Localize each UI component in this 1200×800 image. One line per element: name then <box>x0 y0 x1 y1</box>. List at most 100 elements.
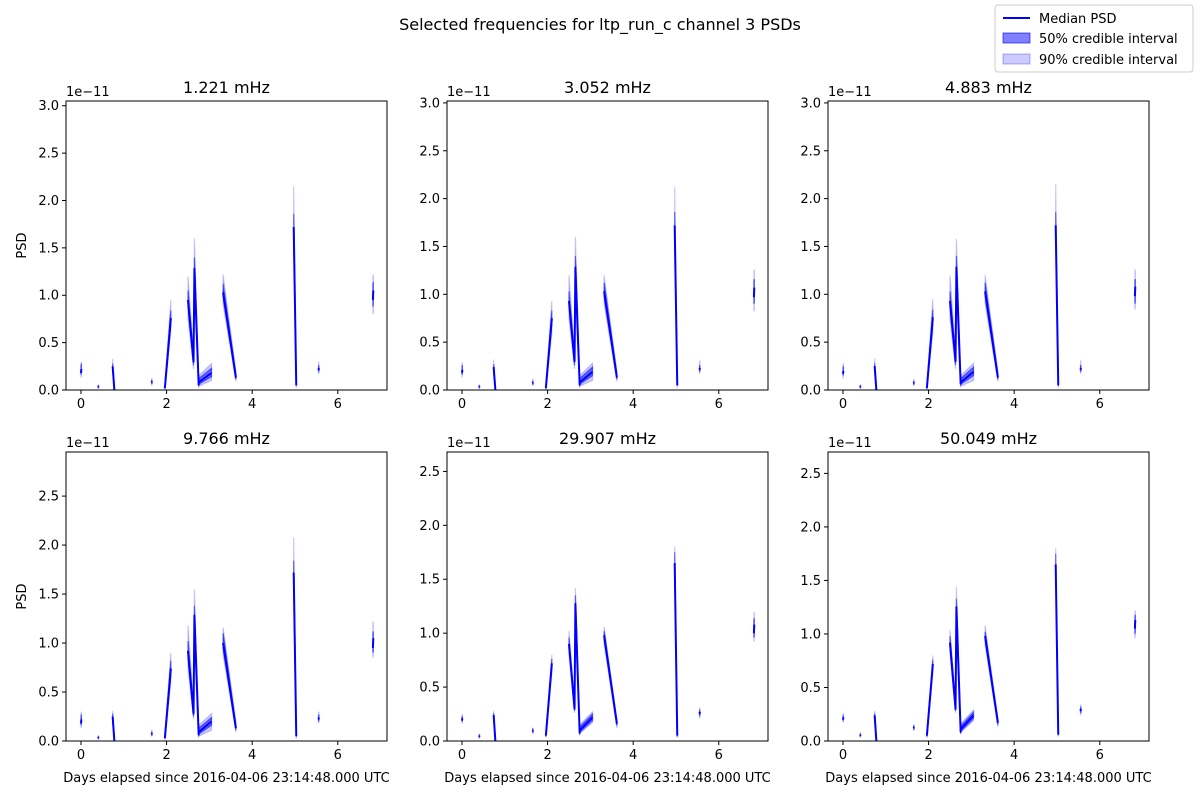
y-tick-label: 0.5 <box>800 681 821 696</box>
median-line <box>984 635 999 723</box>
subplot-2: 0 2 4 6 0.0 0.5 1.0 1.5 2.0 2.5 3.0 3.052 mHz 1e−11 <box>419 78 769 412</box>
plot-data <box>841 184 1137 390</box>
y-tick-label: 1.0 <box>800 627 821 642</box>
y-offset-text: 1e−11 <box>66 85 110 100</box>
subplot-5: 0 2 4 6 0.0 0.5 1.0 1.5 2.0 2.5 29.907 mHz 1e−11 Day… <box>419 429 770 786</box>
y-tick-label: 1.5 <box>419 573 440 588</box>
median-line <box>984 291 999 378</box>
y-tick-label: 1.5 <box>38 588 59 603</box>
median-line <box>492 715 497 741</box>
median-line <box>567 266 581 386</box>
median-line <box>578 716 594 731</box>
x-tick-label: 4 <box>1010 397 1018 412</box>
y-tick-label: 0.0 <box>38 735 59 750</box>
y-tick-label: 0.0 <box>800 735 821 750</box>
subplot-1: 0 2 4 6 0.0 0.5 1.0 1.5 2.0 2.5 3.0 1.221 mHz 1e−11 P… <box>15 78 388 412</box>
median-line <box>186 614 200 736</box>
x-axis-label: Days elapsed since 2016-04-06 23:14:48.0… <box>63 771 389 786</box>
axes-frame <box>827 100 1150 391</box>
y-tick-label: 0.0 <box>419 735 440 750</box>
x-tick-label: 2 <box>162 397 170 412</box>
median-line <box>492 366 497 390</box>
median-line <box>111 366 116 390</box>
median-line <box>603 291 618 378</box>
median-line <box>925 317 934 389</box>
y-tick-label: 2.5 <box>419 144 440 159</box>
median-line <box>925 663 934 736</box>
y-tick-label: 0.5 <box>419 681 440 696</box>
x-tick-label: 6 <box>715 748 723 763</box>
median-line <box>873 715 878 741</box>
median-line <box>222 642 237 729</box>
x-tick-label: 0 <box>458 748 466 763</box>
y-tick-label: 0.5 <box>800 336 821 351</box>
plot-data <box>79 537 375 741</box>
y-tick-label: 2.0 <box>38 194 59 209</box>
median-line <box>111 716 116 741</box>
subplot-3: 0 2 4 6 0.0 0.5 1.0 1.5 2.0 2.5 3.0 4.883 mHz 1e−11 <box>800 78 1150 412</box>
axes-frame <box>65 451 388 742</box>
y-tick-label: 2.0 <box>800 520 821 535</box>
median-line <box>948 266 962 385</box>
axes-frame <box>827 451 1150 742</box>
y-tick-label: 3.0 <box>800 96 821 111</box>
y-axis-label: PSD <box>15 232 30 258</box>
median-line <box>673 225 679 386</box>
median-line <box>544 318 553 389</box>
median-line <box>873 366 878 390</box>
y-tick-label: 0.5 <box>38 686 59 701</box>
y-tick-label: 2.5 <box>419 465 440 480</box>
median-line <box>198 372 213 384</box>
y-tick-label: 2.0 <box>419 519 440 534</box>
median-line <box>1054 564 1060 735</box>
x-tick-label: 2 <box>543 748 551 763</box>
y-tick-label: 1.0 <box>38 637 59 652</box>
subplot-6: 0 2 4 6 0.0 0.5 1.0 1.5 2.0 2.5 50.049 mHz 1e−11 Day… <box>800 429 1151 786</box>
median-line <box>222 292 237 378</box>
y-tick-label: 1.0 <box>419 288 440 303</box>
x-tick-label: 4 <box>248 748 256 763</box>
y-tick-label: 3.0 <box>38 99 59 114</box>
axes-frame <box>65 100 388 391</box>
y-tick-label: 2.5 <box>38 147 59 162</box>
y-tick-label: 2.5 <box>800 144 821 159</box>
median-line <box>673 563 679 736</box>
y-offset-text: 1e−11 <box>828 436 872 451</box>
median-line <box>567 603 581 734</box>
x-tick-label: 2 <box>924 748 932 763</box>
x-tick-label: 4 <box>248 397 256 412</box>
subplot-title: 50.049 mHz <box>940 429 1037 448</box>
y-tick-label: 0.5 <box>419 336 440 351</box>
subplot-grid: 0 2 4 6 0.0 0.5 1.0 1.5 2.0 2.5 3.0 1.221 mHz 1e−11 P… <box>15 78 1152 786</box>
y-tick-label: 0.0 <box>419 384 440 399</box>
x-tick-label: 0 <box>77 397 85 412</box>
median-line <box>948 606 962 733</box>
y-tick-label: 1.5 <box>800 574 821 589</box>
legend-median-label: Median PSD <box>1039 12 1117 27</box>
y-axis-label: PSD <box>15 583 30 609</box>
axes-frame <box>446 100 769 391</box>
y-tick-label: 1.5 <box>38 241 59 256</box>
median-line <box>163 668 172 739</box>
median-line <box>292 227 298 386</box>
x-tick-label: 0 <box>458 397 466 412</box>
y-tick-label: 0.0 <box>800 384 821 399</box>
y-offset-text: 1e−11 <box>447 436 491 451</box>
subplot-title: 4.883 mHz <box>945 78 1032 97</box>
median-line <box>292 572 298 737</box>
subplot-4: 0 2 4 6 0.0 0.5 1.0 1.5 2.0 2.5 9.766 mHz 1e−11 PSD D… <box>15 429 390 786</box>
median-line <box>959 714 975 730</box>
x-tick-label: 6 <box>1096 748 1104 763</box>
legend-ci90-label: 90% credible interval <box>1039 53 1178 68</box>
y-tick-label: 1.0 <box>419 627 440 642</box>
y-tick-label: 2.5 <box>800 467 821 482</box>
median-line <box>1054 225 1060 386</box>
y-tick-label: 2.0 <box>419 192 440 207</box>
x-tick-label: 6 <box>1096 397 1104 412</box>
y-tick-label: 0.5 <box>38 336 59 351</box>
plot-data <box>841 548 1137 741</box>
median-line <box>198 720 213 733</box>
x-tick-label: 0 <box>77 748 85 763</box>
